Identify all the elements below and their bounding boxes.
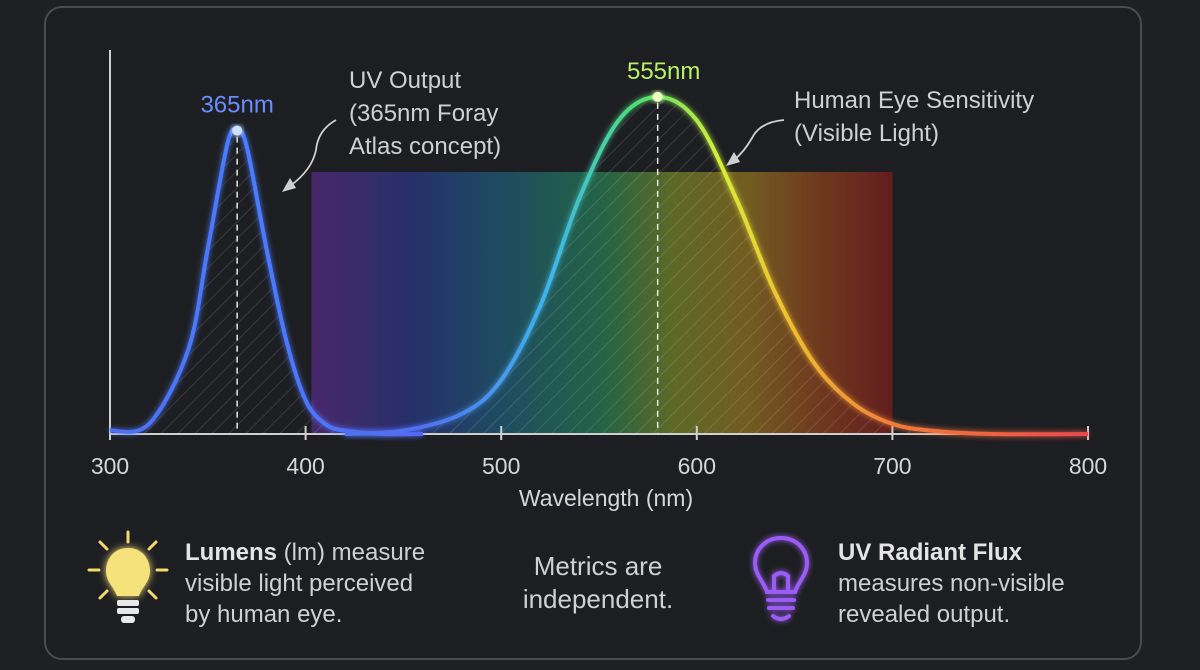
eye-annotation-line2: (Visible Light) — [794, 120, 939, 147]
lightbulb-yellow-icon — [87, 530, 169, 623]
x-tick-label: 600 — [678, 453, 716, 479]
footer-uv-flux-text: UV Radiant Flux measures non-visible rev… — [838, 537, 1065, 630]
footer-lumens-line2: visible light perceived — [185, 570, 414, 597]
x-tick-label: 700 — [873, 453, 911, 479]
footer-lumens-line3: by human eye. — [185, 601, 343, 628]
uv-annotation-line1: UV Output — [349, 67, 461, 94]
eye-annotation-arrowhead — [726, 152, 740, 166]
x-axis-title: Wavelength (nm) — [519, 485, 693, 511]
footer-uv-flux-bold: UV Radiant Flux — [838, 539, 1023, 566]
x-tick-label: 300 — [91, 453, 129, 479]
uv-annotation-line3: Atlas concept) — [349, 133, 501, 160]
uv-annotation-arrowhead — [282, 178, 296, 192]
uv-peak-label: 365nm — [200, 92, 273, 119]
footer-metrics-line2: independent. — [522, 584, 674, 614]
eye-annotation-line1: Human Eye Sensitivity — [794, 87, 1034, 114]
footer-lumens-line1: (lm) measure — [277, 539, 426, 566]
footer-uv-flux-line2: measures non-visible — [838, 570, 1065, 597]
x-tick-label: 400 — [286, 453, 324, 479]
uv-peak-point — [232, 125, 243, 136]
footer-lumens-bold: Lumens — [185, 539, 278, 566]
visible-peak-point — [652, 91, 663, 102]
uv-area-hatch — [110, 129, 423, 435]
x-tick-label: 800 — [1069, 453, 1107, 479]
lightbulb-purple-icon — [752, 535, 810, 621]
visible-area-hatch — [344, 96, 1089, 435]
series-uv-output — [109, 127, 423, 437]
footer-lumens-text: Lumens (lm) measure visible light percei… — [185, 537, 425, 630]
x-ticks: 300 400 500 600 700 800 — [91, 426, 1107, 479]
footer-metrics-text: Metrics are independent. — [500, 550, 696, 616]
eye-annotation-arrow — [733, 119, 785, 161]
uv-annotation-line2: (365nm Foray — [349, 100, 498, 127]
x-tick-label: 500 — [482, 453, 520, 479]
visible-peak-label: 555nm — [627, 58, 700, 85]
footer-metrics-line1: Metrics are — [533, 551, 663, 581]
footer-uv-flux-line3: revealed output. — [838, 601, 1011, 628]
uv-annotation-arrow — [289, 119, 337, 187]
series-human-eye-sensitivity — [344, 94, 1089, 437]
